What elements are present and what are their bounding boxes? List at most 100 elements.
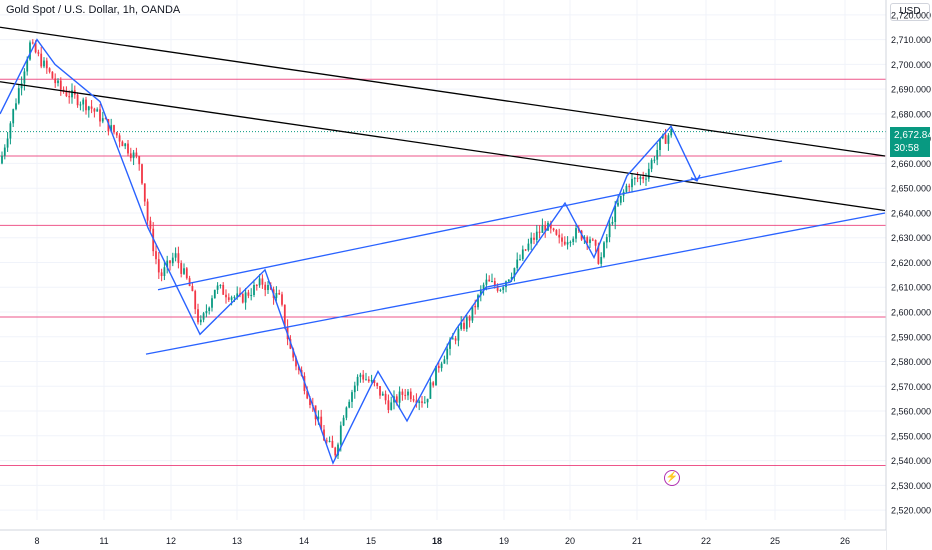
candle-body xyxy=(507,279,510,282)
grid xyxy=(0,0,886,520)
candle-body xyxy=(9,123,12,139)
candle-body xyxy=(43,60,45,67)
candle-body xyxy=(34,42,37,53)
candle-body xyxy=(608,223,611,238)
candle-body xyxy=(199,319,202,323)
candle-body xyxy=(202,313,205,320)
candle-body xyxy=(605,237,608,243)
candle-body xyxy=(205,310,208,314)
candle-body xyxy=(491,281,493,283)
price-tick-label: 2,630.000 xyxy=(891,233,931,243)
currency-button[interactable]: USD xyxy=(890,3,930,21)
candle-body xyxy=(370,380,373,382)
candle-body xyxy=(90,106,93,109)
candle-body xyxy=(171,257,174,264)
time-tick-label: 8 xyxy=(34,536,39,546)
candle-body xyxy=(323,429,325,441)
candle-body xyxy=(261,278,264,285)
candle-body xyxy=(485,279,488,285)
candle-body xyxy=(208,307,211,311)
candle-body xyxy=(146,201,149,221)
candle-body xyxy=(233,296,236,298)
candle-body xyxy=(12,109,15,124)
price-tick-label: 2,520.000 xyxy=(891,506,931,516)
price-tick-label: 2,680.000 xyxy=(891,109,931,119)
candle-body xyxy=(499,289,502,291)
candle-body xyxy=(597,245,600,264)
candle-body xyxy=(437,365,440,369)
candle-body xyxy=(253,284,255,296)
time-tick-label: 12 xyxy=(166,536,176,546)
candle-body xyxy=(463,322,465,329)
candle-body xyxy=(45,60,48,69)
candle-body xyxy=(135,152,138,157)
candle-body xyxy=(225,294,227,298)
candle-body xyxy=(283,304,286,327)
candle-body xyxy=(351,392,353,402)
candle-body xyxy=(99,109,101,122)
candle-body xyxy=(521,249,524,260)
candle-body xyxy=(628,185,631,188)
candle-body xyxy=(670,128,673,136)
candle-body xyxy=(530,237,533,244)
candle-body xyxy=(267,285,269,291)
candle-body xyxy=(449,339,451,349)
candle-body xyxy=(219,284,222,286)
candle-body xyxy=(566,242,569,245)
candle-body xyxy=(569,241,572,243)
candle-body xyxy=(594,240,597,246)
price-tick-label: 2,660.000 xyxy=(891,159,931,169)
candle-body xyxy=(211,298,213,308)
candle-body xyxy=(132,152,135,159)
candle-body xyxy=(3,147,6,156)
candle-body xyxy=(331,440,334,448)
candle-body xyxy=(115,132,118,136)
candle-body xyxy=(127,143,129,154)
candle-body xyxy=(292,348,295,358)
price-tick-label: 2,560.000 xyxy=(891,407,931,417)
candle-body xyxy=(440,363,443,369)
candle-body xyxy=(650,160,653,169)
countdown-timer: 30:58 xyxy=(894,143,920,154)
time-tick-label: 22 xyxy=(701,536,711,546)
candle-body xyxy=(451,338,454,340)
candle-body xyxy=(379,386,381,396)
candle-body xyxy=(194,291,197,310)
candle-body xyxy=(412,399,415,401)
candle-body xyxy=(365,379,367,381)
candle-body xyxy=(653,159,656,161)
candle-body xyxy=(169,260,171,264)
channel-line xyxy=(157,160,783,291)
candle-body xyxy=(647,168,650,179)
candle-body xyxy=(552,228,555,231)
price-tick-label: 2,650.000 xyxy=(891,184,931,194)
candle-body xyxy=(174,253,177,258)
candle-body xyxy=(65,91,68,97)
candle-body xyxy=(278,293,281,295)
candle-body xyxy=(96,109,99,112)
candle-body xyxy=(87,106,90,111)
candle-body xyxy=(572,238,575,242)
candle-body xyxy=(667,135,670,144)
candle-body xyxy=(421,401,423,403)
price-tick-label: 2,580.000 xyxy=(891,357,931,367)
candles xyxy=(1,39,673,460)
candle-body xyxy=(527,243,530,251)
trendline xyxy=(0,26,886,157)
candle-body xyxy=(113,125,115,133)
last-price-tag: 2,672.845 30:58 xyxy=(890,127,932,157)
candle-body xyxy=(40,53,43,67)
candle-body xyxy=(160,272,163,277)
candle-body xyxy=(535,231,538,240)
candle-body xyxy=(561,237,563,242)
price-tick-label: 2,600.000 xyxy=(891,308,931,318)
price-tick-label: 2,530.000 xyxy=(891,481,931,491)
candle-body xyxy=(636,177,639,179)
price-tick-label: 2,540.000 xyxy=(891,456,931,466)
candle-body xyxy=(401,391,404,395)
candle-body xyxy=(443,359,446,364)
candle-body xyxy=(129,153,132,159)
candle-body xyxy=(353,385,356,393)
lightning-icon[interactable]: ⚡ xyxy=(664,470,680,486)
